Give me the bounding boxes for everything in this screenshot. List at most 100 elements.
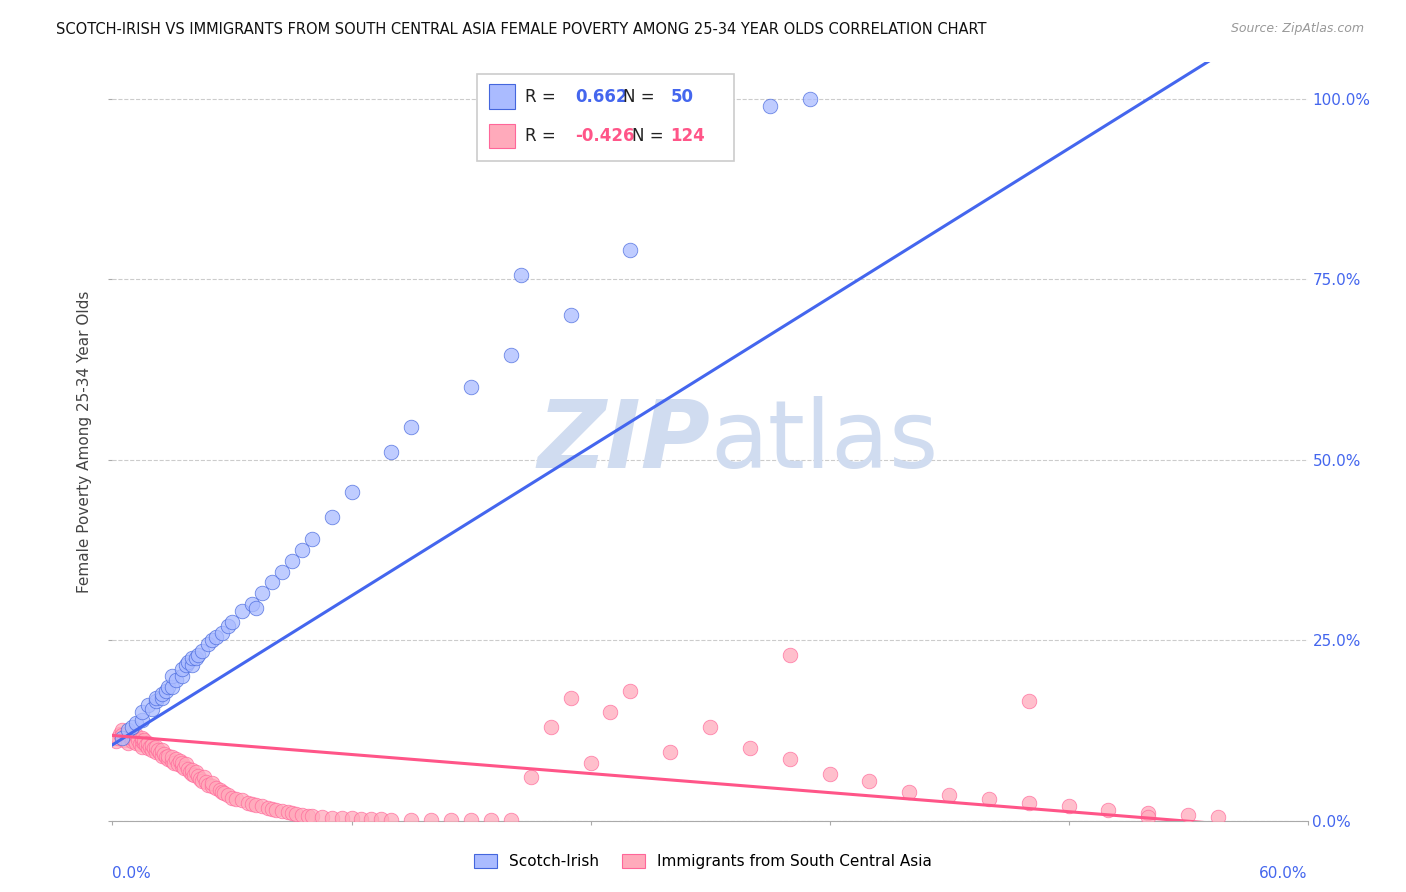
Point	[181, 651, 204, 665]
Point	[380, 445, 402, 459]
Point	[1137, 806, 1160, 821]
Point	[197, 778, 219, 792]
Point	[150, 690, 173, 705]
Point	[270, 565, 292, 579]
Point	[145, 745, 167, 759]
Point	[165, 673, 187, 687]
Point	[440, 813, 463, 827]
Point	[221, 790, 243, 805]
Point	[111, 731, 134, 745]
Point	[201, 776, 224, 790]
Point	[270, 804, 292, 818]
Point	[250, 799, 273, 814]
Point	[145, 739, 167, 754]
Point	[560, 690, 582, 705]
Point	[260, 575, 283, 590]
Point	[509, 268, 531, 283]
Point	[188, 772, 211, 786]
Point	[197, 637, 219, 651]
Point	[150, 743, 173, 757]
Point	[177, 655, 200, 669]
Point	[898, 785, 921, 799]
Point	[172, 662, 194, 676]
Point	[153, 747, 176, 762]
Point	[401, 813, 423, 827]
Point	[1057, 799, 1080, 814]
Text: N =: N =	[633, 127, 669, 145]
Point	[311, 810, 333, 824]
Legend: Scotch-Irish, Immigrants from South Central Asia: Scotch-Irish, Immigrants from South Cent…	[468, 848, 938, 875]
Point	[217, 789, 239, 803]
Point	[284, 807, 307, 822]
FancyBboxPatch shape	[489, 85, 515, 109]
Point	[193, 770, 215, 784]
Point	[173, 761, 195, 775]
Point	[579, 756, 602, 770]
Point	[211, 785, 233, 799]
Point	[150, 748, 173, 763]
Point	[938, 789, 960, 803]
Point	[231, 793, 253, 807]
Point	[131, 734, 153, 748]
Point	[129, 737, 152, 751]
Point	[134, 736, 156, 750]
Point	[174, 658, 197, 673]
Point	[540, 720, 562, 734]
Point	[105, 734, 128, 748]
Point	[177, 762, 200, 776]
Point	[157, 680, 180, 694]
Point	[165, 752, 187, 766]
Point	[157, 748, 180, 763]
Point	[619, 243, 641, 257]
FancyBboxPatch shape	[489, 124, 515, 148]
Point	[191, 773, 214, 788]
Point	[131, 706, 153, 720]
Text: R =: R =	[524, 87, 561, 105]
Point	[209, 783, 232, 797]
Point	[150, 687, 173, 701]
Text: Source: ZipAtlas.com: Source: ZipAtlas.com	[1230, 22, 1364, 36]
Point	[117, 725, 139, 739]
Point	[858, 773, 880, 788]
Point	[181, 658, 204, 673]
Point	[759, 99, 782, 113]
Point	[125, 728, 148, 742]
Point	[149, 746, 172, 760]
Point	[110, 727, 132, 741]
Point	[107, 731, 129, 745]
Text: R =: R =	[524, 127, 561, 145]
Text: SCOTCH-IRISH VS IMMIGRANTS FROM SOUTH CENTRAL ASIA FEMALE POVERTY AMONG 25-34 YE: SCOTCH-IRISH VS IMMIGRANTS FROM SOUTH CE…	[56, 22, 987, 37]
Point	[143, 741, 166, 756]
Point	[779, 648, 801, 662]
Point	[120, 730, 142, 744]
Point	[360, 812, 382, 826]
Point	[401, 420, 423, 434]
Text: 50: 50	[671, 87, 693, 105]
Point	[117, 736, 139, 750]
Point	[619, 683, 641, 698]
Point	[370, 812, 392, 826]
Point	[321, 510, 343, 524]
Text: 0.662: 0.662	[575, 87, 627, 105]
Point	[172, 756, 194, 770]
Point	[172, 759, 194, 773]
Point	[138, 741, 160, 756]
Point	[124, 732, 146, 747]
Point	[181, 766, 204, 780]
Point	[186, 764, 208, 779]
Point	[172, 669, 194, 683]
Point	[162, 669, 183, 683]
Point	[330, 812, 353, 826]
Point	[1206, 810, 1229, 824]
Point	[818, 766, 841, 780]
Point	[799, 91, 821, 105]
Point	[659, 745, 682, 759]
Point	[460, 813, 482, 827]
Point	[115, 728, 138, 742]
Point	[301, 532, 323, 546]
Point	[460, 380, 482, 394]
Point	[157, 752, 180, 766]
Point	[499, 813, 522, 827]
Point	[162, 755, 183, 769]
Point	[181, 763, 204, 777]
